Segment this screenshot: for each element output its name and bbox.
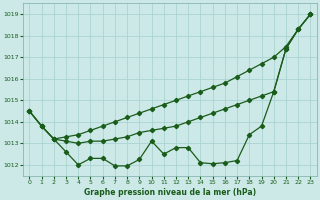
X-axis label: Graphe pression niveau de la mer (hPa): Graphe pression niveau de la mer (hPa) (84, 188, 256, 197)
